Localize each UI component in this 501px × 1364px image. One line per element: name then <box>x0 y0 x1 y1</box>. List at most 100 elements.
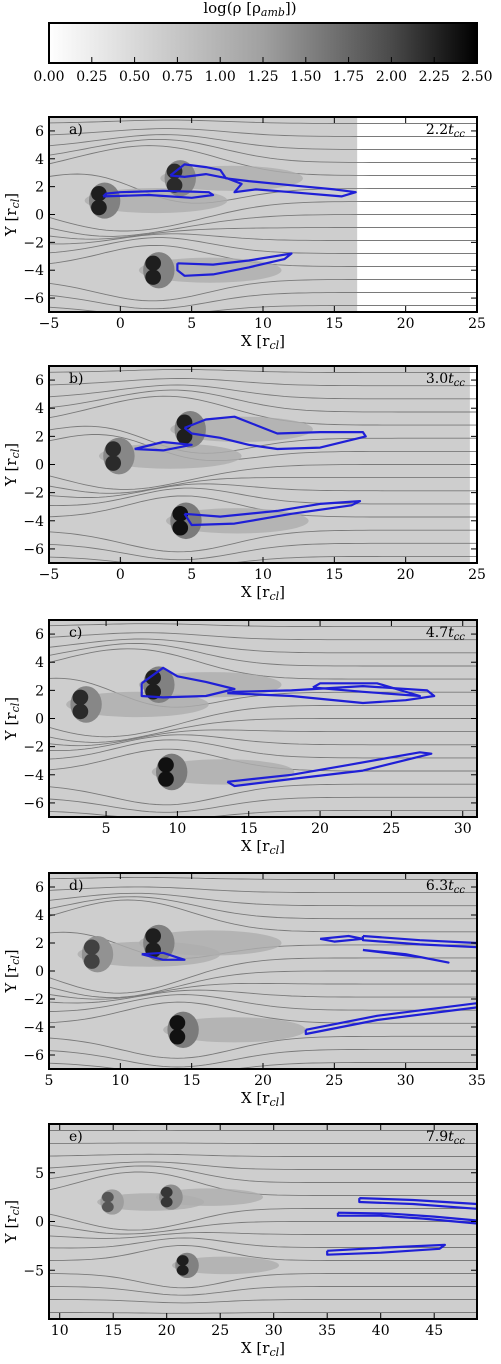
streamline <box>49 982 477 1000</box>
y-tick-label: 2 <box>35 180 44 196</box>
x-tick-label: −5 <box>39 567 60 583</box>
time-label: 7.9tcc <box>426 1129 466 1147</box>
cloud-3 <box>172 1252 280 1279</box>
streamline <box>49 1001 477 1024</box>
y-tick-label: 2 <box>35 429 44 445</box>
y-tick-label: 4 <box>35 655 44 671</box>
x-tick-label: 0 <box>116 567 125 583</box>
colorbar-tick-label: 2.25 <box>419 69 450 85</box>
streamline <box>49 623 477 628</box>
streamline <box>49 1035 477 1059</box>
colorbar-tick-label: 0.25 <box>76 69 107 85</box>
time-label: 4.7tcc <box>426 625 466 643</box>
panel-label: c) <box>69 625 82 641</box>
colorbar-tick-label: 1.00 <box>205 69 236 85</box>
y-tick-label: −6 <box>23 1048 44 1064</box>
cloud-core <box>91 185 107 202</box>
density-contour <box>226 751 433 788</box>
streamline <box>49 279 477 302</box>
y-tick-label: 4 <box>35 152 44 168</box>
density-contour <box>361 934 477 949</box>
streamline <box>49 734 477 752</box>
x-axis-label: X [rcl] <box>241 332 285 352</box>
cloud-core <box>101 1201 114 1213</box>
streamline <box>49 648 477 680</box>
x-tick-label: 30 <box>265 1323 283 1339</box>
colorbar-tick-label: 1.25 <box>247 69 278 85</box>
streamline <box>49 1171 477 1196</box>
cloud-envelope <box>81 936 114 973</box>
streamline <box>49 638 477 654</box>
streamline <box>49 389 477 413</box>
panel-a: −5 0 5 10 15 20 25 −6 −4 −2 0 2 4 6 X [rcl] Y [rcl] a) 2.… <box>2 116 486 352</box>
cloud-core <box>158 757 174 773</box>
cloud-wake <box>138 257 282 283</box>
streamline <box>49 1048 477 1068</box>
streamline <box>49 1221 477 1235</box>
cloud-core <box>176 428 193 445</box>
cloud-envelope <box>70 686 102 723</box>
density-contour <box>362 948 450 964</box>
y-tick-label: −2 <box>23 486 44 502</box>
streamline <box>49 1312 477 1314</box>
x-axis-label: X [rcl] <box>241 1089 285 1109</box>
streamline <box>49 201 477 232</box>
cloud-envelope <box>156 753 188 791</box>
streamline <box>49 1286 477 1296</box>
streamline <box>49 464 477 490</box>
x-tick-label: 5 <box>102 821 111 837</box>
streamline <box>49 957 477 994</box>
cloud-wake <box>138 930 282 956</box>
panel-label: b) <box>69 371 83 387</box>
cloud-2 <box>138 924 282 962</box>
y-tick-label: −6 <box>23 796 44 812</box>
y-tick-label: −5 <box>23 1263 44 1279</box>
streamline <box>49 233 477 245</box>
streamline <box>49 487 477 507</box>
x-tick-label: 25 <box>325 1073 343 1089</box>
x-tick-label: 10 <box>254 567 272 583</box>
x-tick-label: 25 <box>468 316 486 332</box>
y-tick-label: 6 <box>35 124 44 140</box>
x-tick-label: 30 <box>454 821 472 837</box>
y-tick-label: −4 <box>23 514 44 530</box>
x-tick-label: 30 <box>397 1073 415 1089</box>
x-axis-label: X [rcl] <box>241 837 285 857</box>
cloud-core <box>169 1029 186 1045</box>
cloud-envelope <box>88 182 121 219</box>
streamline <box>49 529 477 553</box>
colorbar-tick-label: 2.00 <box>376 69 407 85</box>
colorbar: log(ρ [ρamb]) 0.00 0.25 0.50 0.75 1.00 1.25 1.5… <box>33 0 492 85</box>
y-tick-label: 6 <box>35 373 44 389</box>
y-tick-label: 0 <box>35 208 44 224</box>
streamline <box>49 642 477 667</box>
y-tick-label: −4 <box>23 768 44 784</box>
streamline <box>49 227 477 240</box>
streamline <box>49 542 477 561</box>
panel-label: e) <box>69 1129 83 1145</box>
streamline <box>49 729 477 747</box>
cloud-core <box>166 177 183 193</box>
panel-c: 5 10 15 20 25 30 −6 −4 −2 0 2 4 6 X [rcl] Y [rcl] c) 4.7… <box>2 619 478 857</box>
cloud-core <box>169 1015 186 1031</box>
y-tick-label: 0 <box>35 458 44 474</box>
y-tick-label: 0 <box>35 1215 44 1231</box>
cloud-core <box>172 506 189 522</box>
y-tick-label: 2 <box>35 683 44 699</box>
streamline <box>49 477 477 494</box>
colorbar-tick-label: 0.75 <box>162 69 193 85</box>
x-tick-label: −5 <box>39 316 60 332</box>
x-tick-label: 20 <box>397 316 415 332</box>
y-tick-label: 4 <box>35 908 44 924</box>
cloud-envelope <box>174 411 206 448</box>
y-axis-label: Y [rcl] <box>2 443 22 487</box>
density-contour <box>183 415 367 451</box>
streamline <box>49 989 477 1004</box>
streamline <box>49 1299 477 1304</box>
x-tick-label: 0 <box>116 316 125 332</box>
density-contour <box>336 1211 477 1225</box>
streamline <box>49 886 477 894</box>
x-tick-label: 20 <box>311 821 329 837</box>
x-tick-label: 10 <box>111 1073 129 1089</box>
cloud-wake <box>84 188 228 214</box>
